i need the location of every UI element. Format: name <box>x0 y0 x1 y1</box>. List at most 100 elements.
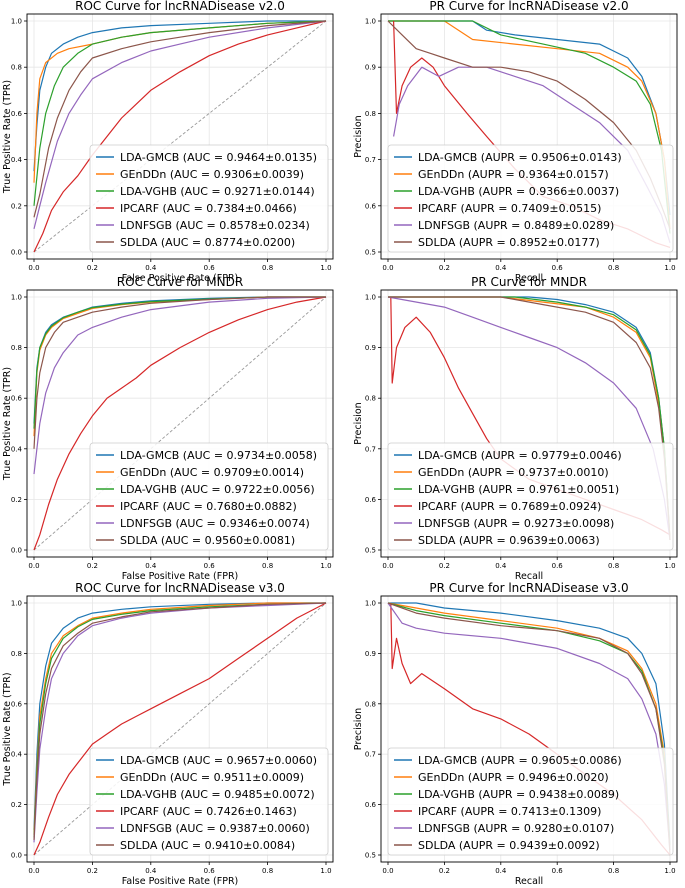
x-tick-label: 0.4 <box>145 867 157 875</box>
x-tick-label: 0.6 <box>552 562 564 570</box>
legend-box <box>387 442 674 551</box>
series-line-lda-vghb <box>33 20 327 206</box>
x-tick-label: 0.2 <box>87 867 98 875</box>
x-tick-label: 0.4 <box>495 264 507 272</box>
legend-entry: LDA-GMCB (AUC = 0.9734±0.0058) <box>120 449 317 462</box>
chart-title: ROC Curve for MNDR <box>117 275 243 289</box>
legend-box <box>89 144 329 253</box>
y-axis-label: Precision <box>353 708 364 750</box>
y-tick-label: 1.0 <box>365 18 376 26</box>
series-line-lda-gmcb <box>388 602 671 845</box>
legend-entry: LDA-VGHB (AUPR = 0.9366±0.0037) <box>418 185 619 198</box>
x-tick-label: 0.8 <box>262 562 273 570</box>
y-tick-label: 0.0 <box>11 852 22 860</box>
y-tick-label: 0.4 <box>11 751 23 759</box>
y-tick-label: 1.0 <box>365 294 376 302</box>
x-tick-label: 1.0 <box>664 264 675 272</box>
legend-entry: GEnDDn (AUC = 0.9306±0.0039) <box>120 168 304 181</box>
y-axis-label: Precision <box>353 402 364 444</box>
chart-panel-6: 0.0 0.2 0.4 0.6 0.8 1.0 0.5 0.6 0.7 0.8 0.9 1.0 PR C… <box>353 581 678 887</box>
legend-entry: LDA-VGHB (AUC = 0.9271±0.0144) <box>120 185 315 198</box>
y-tick-label: 0.2 <box>11 496 22 504</box>
legend-box <box>89 442 329 551</box>
legend-entry: LDNFSGB (AUC = 0.9346±0.0074) <box>120 517 310 530</box>
plot-frame <box>26 13 334 260</box>
legend-entry: LDA-GMCB (AUPR = 0.9506±0.0143) <box>418 151 622 164</box>
y-tick-label: 0.5 <box>365 547 376 555</box>
x-tick-label: 0.0 <box>382 562 393 570</box>
legend-entry: LDA-GMCB (AUPR = 0.9779±0.0046) <box>418 449 622 462</box>
legend-entry: LDA-GMCB (AUPR = 0.9605±0.0086) <box>418 754 622 767</box>
x-tick-label: 0.0 <box>382 264 393 272</box>
y-tick-label: 0.4 <box>11 445 23 453</box>
y-axis-label: True Positive Rate (TPR) <box>2 672 13 786</box>
legend-entry: SDLDA (AUPR = 0.9439±0.0092) <box>418 839 600 852</box>
x-tick-label: 0.4 <box>495 562 507 570</box>
chart-title: PR Curve for MNDR <box>471 275 587 289</box>
chart-panel-5: 0.0 0.2 0.4 0.6 0.8 1.0 0.0 0.2 0.4 0.6 0.8 1.0 ROC … <box>2 581 334 887</box>
x-tick-label: 0.6 <box>552 867 564 875</box>
legend: LDA-GMCB (AUC = 0.9734±0.0058) GEnDDn (AU… <box>89 442 329 551</box>
series-line-sdlda <box>388 296 671 540</box>
x-tick-label: 0.8 <box>608 264 619 272</box>
legend-entry: LDNFSGB (AUC = 0.8578±0.0234) <box>120 219 310 232</box>
y-tick-label: 0.8 <box>365 395 376 403</box>
legend-entry: SDLDA (AUC = 0.9560±0.0081) <box>120 534 295 547</box>
chance-diagonal <box>33 20 327 253</box>
chart-panel-2: 0.0 0.2 0.4 0.6 0.8 1.0 0.5 0.6 0.7 0.8 0.9 1.0 PR C… <box>353 0 678 284</box>
y-tick-label: 0.7 <box>365 156 376 164</box>
legend-box <box>387 747 674 856</box>
y-tick-label: 0.6 <box>365 496 377 504</box>
x-tick-label: 0.6 <box>204 867 216 875</box>
x-tick-label: 0.0 <box>382 867 393 875</box>
legend-entry: LDA-VGHB (AUPR = 0.9761±0.0051) <box>418 483 619 496</box>
x-tick-label: 0.2 <box>87 264 98 272</box>
y-tick-label: 0.8 <box>11 650 22 658</box>
legend-entry: GEnDDn (AUPR = 0.9737±0.0010) <box>418 466 609 479</box>
legend-entry: IPCARF (AUPR = 0.7413±0.1309) <box>418 805 601 818</box>
legend-entry: IPCARF (AUC = 0.7680±0.0882) <box>120 500 297 513</box>
y-tick-label: 0.6 <box>11 700 23 708</box>
legend: LDA-GMCB (AUPR = 0.9506±0.0143) GEnDDn (A… <box>387 144 674 253</box>
series-line-sdlda <box>33 296 326 449</box>
series-line-lda-vghb <box>33 602 327 838</box>
x-axis-label: False Positive Rate (FPR) <box>122 273 239 284</box>
legend-entry: LDNFSGB (AUC = 0.9387±0.0060) <box>120 822 310 835</box>
series-line-lda-gmcb <box>33 602 326 830</box>
y-tick-label: 0.2 <box>11 202 22 210</box>
y-tick-label: 0.6 <box>365 202 377 210</box>
y-tick-label: 0.2 <box>11 801 22 809</box>
legend-box <box>89 747 329 856</box>
series-line-sdlda <box>33 602 327 840</box>
x-axis-label: Recall <box>515 876 543 887</box>
series-line-ipcarf <box>33 20 327 253</box>
x-tick-label: 0.8 <box>608 867 619 875</box>
y-tick-label: 0.4 <box>11 156 23 164</box>
x-tick-label: 1.0 <box>664 562 675 570</box>
legend-entry: LDA-VGHB (AUPR = 0.9438±0.0089) <box>418 788 619 801</box>
series-line-lda-vghb <box>388 296 671 540</box>
y-tick-label: 0.8 <box>11 344 22 352</box>
series-line-genddn <box>33 602 326 835</box>
x-axis-label: False Positive Rate (FPR) <box>122 876 239 887</box>
y-tick-label: 0.0 <box>11 249 22 257</box>
x-tick-label: 0.2 <box>439 264 450 272</box>
plot-frame <box>380 595 678 863</box>
x-tick-label: 0.0 <box>28 867 39 875</box>
series-line-lda-vghb <box>388 20 671 234</box>
legend-entry: LDA-VGHB (AUC = 0.9485±0.0072) <box>120 788 315 801</box>
y-tick-label: 0.7 <box>365 445 376 453</box>
x-tick-label: 0.2 <box>439 562 450 570</box>
legend-entry: GEnDDn (AUC = 0.9511±0.0009) <box>120 771 304 784</box>
x-tick-label: 0.6 <box>204 562 216 570</box>
series-line-lda-gmcb <box>33 20 326 172</box>
y-axis-label: True Positive Rate (TPR) <box>2 80 13 194</box>
y-tick-label: 1.0 <box>11 600 22 608</box>
chance-diagonal <box>33 602 327 856</box>
y-tick-label: 0.5 <box>365 852 376 860</box>
series-line-ldnfsgb <box>387 602 671 851</box>
plot-frame <box>380 289 678 558</box>
x-tick-label: 0.0 <box>28 264 39 272</box>
series-line-lda-gmcb <box>33 296 326 424</box>
legend-entry: SDLDA (AUC = 0.9410±0.0084) <box>120 839 295 852</box>
